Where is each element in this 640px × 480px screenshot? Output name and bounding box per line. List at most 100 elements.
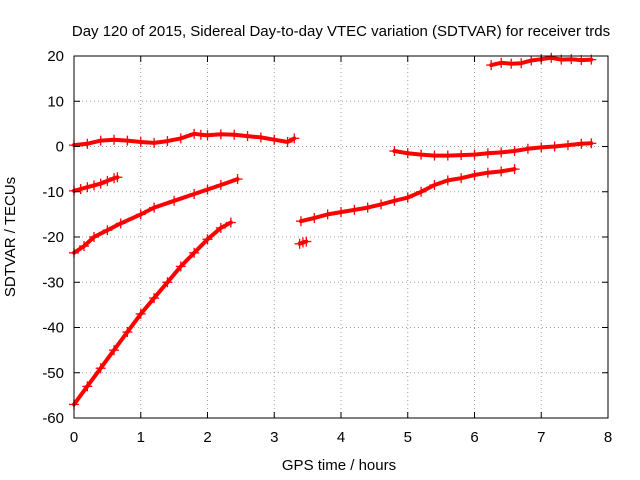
data-point: [225, 217, 236, 228]
series-track-minus-16-to-minus-5: [295, 164, 520, 227]
data-point: [95, 135, 106, 146]
data-point: [516, 58, 527, 69]
data-point: [402, 192, 413, 203]
series-track-minus-23: [69, 174, 243, 258]
x-axis-label: GPS time / hours: [282, 457, 396, 474]
data-point: [135, 308, 146, 319]
x-tick-label: 5: [404, 429, 412, 446]
data-point: [486, 60, 497, 71]
data-point: [215, 129, 226, 140]
data-point: [89, 232, 100, 242]
x-tick-label: 3: [270, 429, 278, 446]
x-tick-label: 1: [137, 429, 145, 446]
data-point: [82, 381, 93, 392]
data-point: [162, 136, 173, 147]
tick-layer: [73, 55, 609, 419]
data-point: [576, 55, 587, 66]
data-point: [189, 189, 200, 200]
data-point: [242, 131, 253, 142]
y-axis-label: SDTVAR / TECUs: [2, 177, 19, 297]
data-point: [102, 225, 113, 236]
data-point: [482, 148, 493, 159]
data-point: [362, 202, 373, 213]
y-tick-label: -50: [42, 365, 64, 382]
data-point: [496, 166, 507, 177]
data-point: [202, 234, 213, 245]
data-point: [149, 293, 160, 304]
data-point: [122, 135, 133, 146]
data-point: [482, 167, 493, 178]
y-tick-label: -40: [42, 320, 64, 337]
data-point: [255, 132, 266, 143]
data-point: [282, 136, 293, 147]
data-point: [95, 363, 106, 374]
data-point: [322, 209, 333, 220]
data-point: [576, 138, 587, 149]
data-point: [112, 172, 123, 183]
series-line: [392, 141, 594, 158]
data-point: [562, 140, 573, 151]
data-point: [189, 247, 200, 258]
data-point: [95, 178, 106, 189]
data-point: [586, 138, 597, 149]
data-point: [82, 138, 93, 149]
x-tick-label: 2: [203, 429, 211, 446]
series-line: [72, 177, 240, 255]
y-tick-label: -20: [42, 229, 64, 246]
data-point: [189, 128, 200, 139]
y-tick-label: -60: [42, 410, 64, 427]
y-tick-label: -10: [42, 184, 64, 201]
data-point: [506, 58, 517, 69]
data-point: [122, 327, 133, 338]
data-point: [149, 202, 160, 213]
data-point: [509, 164, 520, 175]
data-point: [526, 55, 537, 66]
data-point: [115, 218, 126, 229]
y-tick-label: -30: [42, 274, 64, 291]
data-point: [135, 136, 146, 147]
data-point: [102, 175, 113, 186]
data-point: [229, 129, 240, 140]
data-point: [509, 146, 520, 157]
data-point: [442, 150, 453, 161]
data-point: [389, 195, 400, 206]
data-point: [389, 146, 400, 157]
data-point: [469, 149, 480, 160]
data-point: [215, 222, 226, 233]
data-point: [135, 209, 146, 220]
data-point: [269, 134, 280, 145]
data-point: [536, 142, 547, 153]
data-point: [82, 182, 93, 193]
x-tick-label: 0: [70, 429, 78, 446]
data-point: [202, 130, 213, 141]
data-point: [456, 150, 467, 161]
data-point: [109, 345, 120, 356]
data-point: [416, 186, 427, 197]
data-point: [456, 173, 467, 184]
series-track-near-zero-late: [389, 138, 597, 161]
data-point: [295, 216, 306, 227]
tick-label-layer: 0 1 2 3 4 5 6 7 8 -60 -50 -40 -30 -20 -10 0 10 20: [42, 48, 612, 446]
data-point: [301, 236, 312, 247]
data-point: [442, 175, 453, 186]
data-point: [429, 150, 440, 161]
data-point: [416, 149, 427, 160]
data-point: [109, 134, 120, 145]
series-layer: [69, 52, 597, 410]
y-tick-label: 20: [47, 48, 64, 65]
data-point: [429, 179, 440, 190]
data-point: [336, 207, 346, 218]
data-point: [79, 241, 90, 252]
x-tick-label: 8: [604, 429, 612, 446]
data-point: [232, 174, 243, 185]
x-tick-label: 7: [537, 429, 545, 446]
data-point: [149, 137, 160, 148]
data-point: [202, 184, 213, 195]
y-tick-label: 0: [56, 139, 64, 156]
data-point: [89, 180, 100, 191]
data-point: [175, 133, 186, 144]
data-point: [289, 133, 300, 144]
data-point: [376, 199, 387, 210]
data-point: [75, 184, 86, 195]
